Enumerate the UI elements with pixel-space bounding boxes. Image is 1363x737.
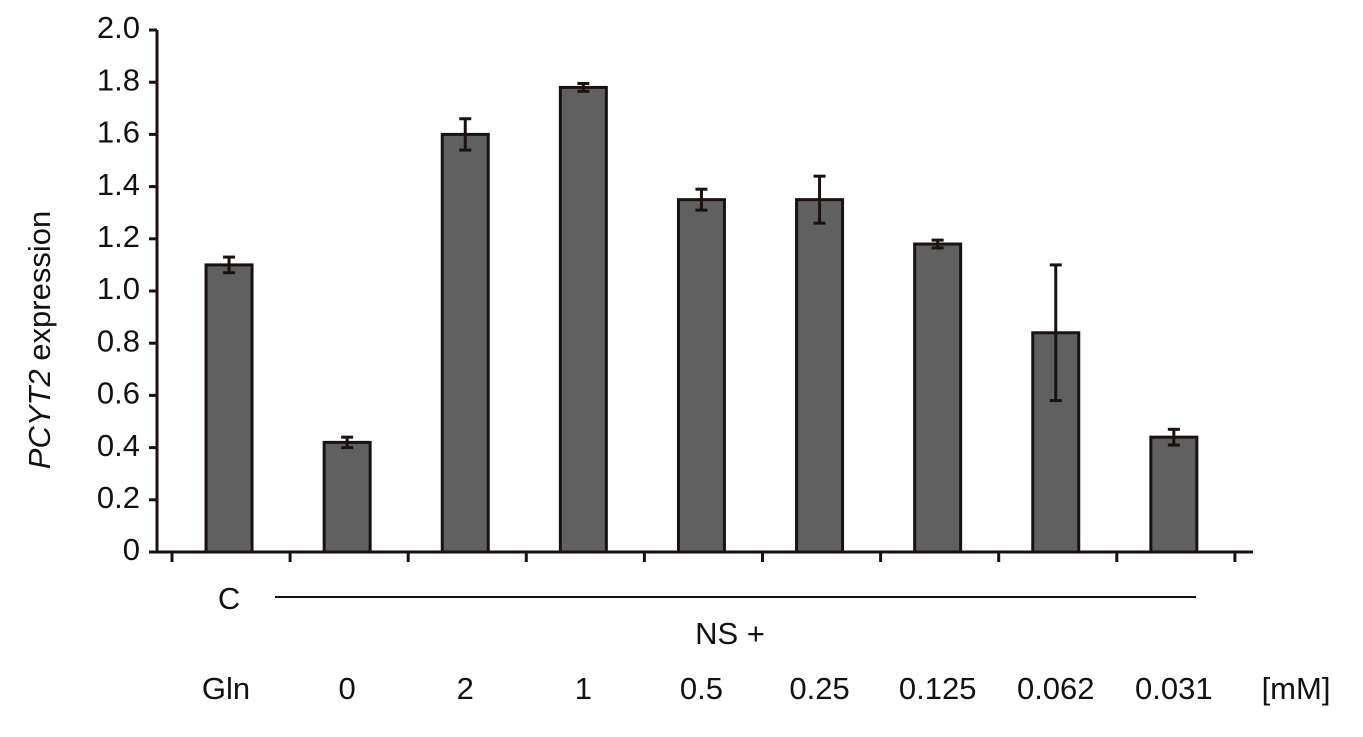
row-label: Gln [202, 671, 250, 706]
y-tick-label: 0.8 [97, 323, 140, 358]
error-bar [695, 187, 708, 212]
x-tick-label: 0.125 [899, 671, 977, 706]
y-tick-label: 1.4 [97, 167, 140, 202]
error-bar [813, 174, 826, 225]
group-label: NS + [695, 616, 765, 651]
x-tick-label: 0.062 [1017, 671, 1095, 706]
y-axis-label-text: expression [22, 211, 57, 361]
x-tick-label: C [218, 581, 240, 616]
x-tick-label: 2 [457, 671, 474, 706]
bar [795, 198, 845, 554]
y-axis-label-gene: PCYT2 [22, 369, 57, 469]
bar [440, 132, 490, 554]
x-tick-label: 0.25 [789, 671, 849, 706]
error-bar [1049, 263, 1062, 403]
y-tick-label: 2.0 [97, 10, 140, 45]
y-tick-label: 0.4 [97, 428, 140, 463]
x-tick-label: 0.031 [1135, 671, 1213, 706]
error-bar [577, 82, 590, 93]
y-tick-label: 0.2 [97, 480, 140, 515]
bar [558, 85, 608, 554]
error-bar [459, 117, 472, 152]
bar [676, 198, 726, 554]
error-bar [341, 435, 354, 450]
unit-label: [mM] [1262, 671, 1331, 706]
error-bar [1167, 427, 1180, 447]
y-tick-label: 1.2 [97, 219, 140, 254]
y-tick-label: 0.6 [97, 376, 140, 411]
bar [913, 242, 963, 554]
x-tick-label: 1 [575, 671, 592, 706]
error-bar [223, 255, 236, 275]
y-axis-label: PCYT2 expression [22, 211, 57, 469]
bar [1149, 435, 1199, 554]
bar [204, 263, 254, 554]
y-tick-label: 1.0 [97, 271, 140, 306]
x-tick-label: 0.5 [680, 671, 723, 706]
y-tick-label: 0 [123, 532, 140, 567]
bar [322, 440, 372, 554]
x-tick-label: 0 [339, 671, 356, 706]
y-tick-label: 1.8 [97, 62, 140, 97]
y-tick-label: 1.6 [97, 115, 140, 150]
error-bar [931, 238, 944, 250]
